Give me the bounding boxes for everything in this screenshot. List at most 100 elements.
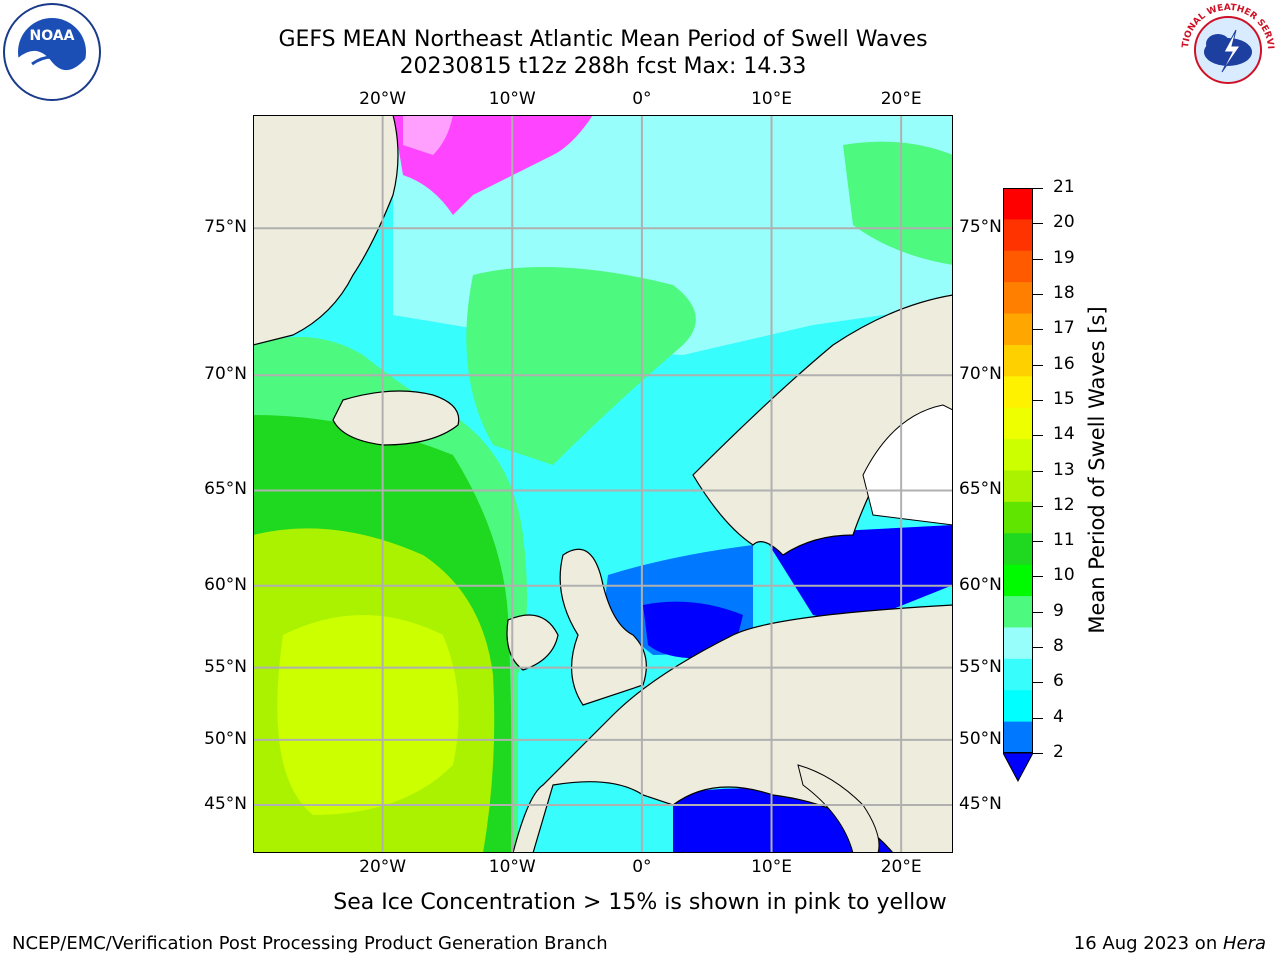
colorbar-band <box>1003 344 1033 377</box>
lat-label-right: 50°N <box>959 728 1002 749</box>
ireland <box>506 614 559 671</box>
lat-label-right: 45°N <box>959 793 1002 814</box>
colorbar-tick <box>1033 576 1043 578</box>
colorbar-tick-label: 15 <box>1053 388 1075 409</box>
colorbar-tick <box>1033 647 1043 649</box>
lat-label-right: 55°N <box>959 656 1002 677</box>
sea-ice-note: Sea Ice Concentration > 15% is shown in … <box>333 890 947 915</box>
colorbar-tick-label: 13 <box>1053 459 1075 480</box>
noaa-logo: NOAA <box>3 3 101 101</box>
colorbar-tick-label: 17 <box>1053 318 1075 339</box>
colorbar-tick <box>1033 753 1043 754</box>
colorbar-band <box>1003 376 1033 409</box>
nws-logo: NATIONAL WEATHER SERVICE <box>1178 0 1276 98</box>
lat-label-left: 75°N <box>204 217 247 238</box>
colorbar-tick-label: 18 <box>1053 282 1075 303</box>
lat-label-left: 45°N <box>204 793 247 814</box>
colorbar-tick-label: 16 <box>1053 353 1075 374</box>
lon-label-bottom: 10°W <box>488 857 536 877</box>
colorbar-band <box>1003 282 1033 315</box>
colorbar-tick <box>1033 470 1043 472</box>
colorbar-tick <box>1033 611 1043 613</box>
colorbar-band <box>1003 658 1033 691</box>
colorbar-tick <box>1033 364 1043 366</box>
colorbar-tick-label: 14 <box>1053 424 1075 445</box>
colorbar-band <box>1003 250 1033 283</box>
lon-label-top: 0° <box>632 89 652 109</box>
lon-label-top: 20°W <box>359 89 407 109</box>
italy <box>797 764 880 853</box>
lat-label-left: 65°N <box>204 479 247 500</box>
gulf-of-bothnia <box>862 404 953 526</box>
swell-green-barents <box>843 141 953 265</box>
lat-label-left: 70°N <box>204 364 247 385</box>
colorbar-under-arrow <box>1003 752 1033 783</box>
colorbar-band <box>1003 439 1033 471</box>
footer-date-text: 16 Aug 2023 on <box>1073 933 1223 954</box>
colorbar-tick <box>1033 293 1043 295</box>
colorbar-tick <box>1033 329 1043 331</box>
colorbar-tick-label: 11 <box>1053 530 1075 551</box>
swell-green-band <box>466 267 696 465</box>
chart-subtitle: 20230815 t12z 288h fcst Max: 14.33 <box>399 54 807 79</box>
lat-label-right: 65°N <box>959 479 1002 500</box>
lon-label-top: 10°E <box>751 89 792 109</box>
colorbar-band <box>1003 407 1033 440</box>
colorbar-band <box>1003 501 1033 534</box>
colorbar-tick <box>1033 223 1043 225</box>
colorbar-tick-label: 20 <box>1053 212 1075 233</box>
swell-yellow <box>277 615 459 815</box>
iceland <box>332 390 460 446</box>
colorbar-tick <box>1033 435 1043 437</box>
footer-machine: Hera <box>1222 933 1266 954</box>
colorbar-tick-label: 12 <box>1053 494 1075 515</box>
lon-label-bottom: 20°E <box>880 857 922 877</box>
colorbar-tick-label: 19 <box>1053 247 1075 268</box>
colorbar-tick <box>1033 682 1043 684</box>
lat-label-left: 50°N <box>204 728 247 749</box>
colorbar-tick <box>1033 717 1043 719</box>
colorbar-band <box>1003 533 1033 566</box>
footer-date: 16 Aug 2023 on Hera <box>1074 933 1266 954</box>
lon-label-bottom: 10°E <box>751 857 792 877</box>
colorbar-band <box>1003 721 1033 754</box>
colorbar-band <box>1003 564 1033 597</box>
footer-branch: NCEP/EMC/Verification Post Processing Pr… <box>12 933 608 954</box>
colorbar-band <box>1003 627 1033 660</box>
colorbar-band <box>1003 470 1033 503</box>
swell-baltic <box>763 525 953 625</box>
lon-label-bottom: 0° <box>632 857 652 877</box>
colorbar-tick-label: 6 <box>1053 671 1064 692</box>
chart-title: GEFS MEAN Northeast Atlantic Mean Period… <box>278 27 928 52</box>
greenland <box>253 115 399 346</box>
colorbar-band <box>1003 313 1033 346</box>
colorbar-tick <box>1033 505 1043 507</box>
colorbar-tick-label: 4 <box>1053 706 1064 727</box>
lon-label-top: 20°E <box>880 89 922 109</box>
colorbar-tick <box>1033 258 1043 260</box>
colorbar-tick <box>1033 188 1043 189</box>
colorbar-tick-label: 8 <box>1053 636 1064 657</box>
colorbar-tick-label: 9 <box>1053 600 1064 621</box>
colorbar-tick <box>1033 541 1043 543</box>
colorbar-tick <box>1033 399 1043 401</box>
colorbar-band <box>1003 596 1033 628</box>
colorbar-tick-label: 21 <box>1053 177 1075 197</box>
lat-label-left: 55°N <box>204 656 247 677</box>
colorbar-band <box>1003 690 1033 723</box>
svg-text:NOAA: NOAA <box>30 28 75 44</box>
lat-label-right: 70°N <box>959 364 1002 385</box>
colorbar-band <box>1003 188 1033 220</box>
swell-period-map <box>252 114 954 854</box>
lon-label-bottom: 20°W <box>359 857 407 877</box>
colorbar-tick-label: 2 <box>1053 742 1064 762</box>
sea-ice-edge <box>403 115 453 155</box>
colorbar-tick-label: 10 <box>1053 565 1075 586</box>
lat-label-right: 75°N <box>959 217 1002 238</box>
lat-label-left: 60°N <box>204 574 247 595</box>
map-panel <box>252 114 954 854</box>
colorbar <box>1003 188 1033 783</box>
colorbar-label: Mean Period of Swell Waves [s] <box>1085 306 1109 634</box>
lat-label-right: 60°N <box>959 574 1002 595</box>
colorbar-band <box>1003 219 1033 252</box>
